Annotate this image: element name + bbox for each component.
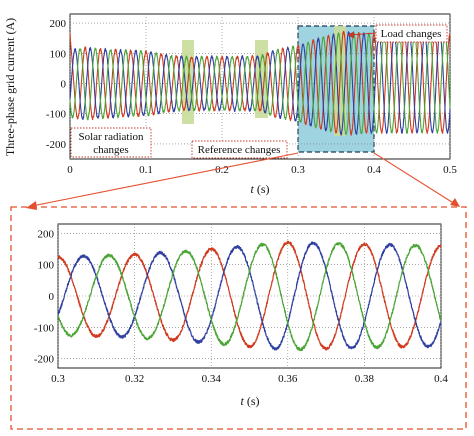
top-x-axis-label: t (s) bbox=[250, 182, 269, 196]
x-tick-label: 0.5 bbox=[443, 164, 457, 176]
zoom-arrow-left bbox=[31, 152, 299, 207]
y-tick-label: -200 bbox=[46, 139, 67, 151]
load-annotation-arrowhead bbox=[347, 31, 354, 39]
y-tick-label: 200 bbox=[38, 228, 55, 240]
zoom-x-axis-label: t (s) bbox=[240, 394, 259, 408]
top-x-unit: (s) bbox=[254, 182, 270, 196]
x-tick-label: 0.3 bbox=[51, 373, 65, 385]
y-tick-label: -200 bbox=[34, 354, 55, 366]
top-series bbox=[69, 30, 451, 136]
zoom-arrows bbox=[26, 152, 460, 210]
zoom-chart: 0.3 0.32 0.34 0.36 0.38 0.4 -200 -100 0 100 200 t … bbox=[34, 223, 449, 408]
y-tick-label: 0 bbox=[61, 78, 67, 90]
series-line-2 bbox=[57, 242, 442, 352]
zoom-grid bbox=[57, 224, 442, 368]
top-chart: 0 0.1 0.2 0.3 0.4 0.5 -200 -100 0 100 200 t (s) Th… bbox=[3, 13, 458, 196]
solar-annotation-line1: Solar radiation bbox=[78, 131, 144, 143]
series-line-2 bbox=[69, 31, 451, 136]
y-tick-label: -100 bbox=[34, 322, 55, 334]
top-ticks: 0 0.1 0.2 0.3 0.4 0.5 -200 -100 0 100 200 bbox=[46, 18, 458, 176]
x-tick-label: 0.2 bbox=[215, 164, 229, 176]
zoom-x-var: t bbox=[240, 394, 244, 408]
x-tick-label: 0.38 bbox=[355, 373, 375, 385]
solar-annotation-line2: changes bbox=[93, 144, 128, 156]
x-tick-label: 0.32 bbox=[125, 373, 144, 385]
x-tick-label: 0.3 bbox=[291, 164, 305, 176]
y-tick-label: -100 bbox=[46, 109, 67, 121]
load-annotation-box bbox=[375, 24, 448, 43]
zoom-ticks: 0.3 0.32 0.34 0.36 0.38 0.4 -200 -100 0 100 200 bbox=[34, 228, 449, 385]
zoom-series bbox=[57, 240, 442, 352]
x-tick-label: 0.4 bbox=[367, 164, 381, 176]
y-tick-label: 0 bbox=[49, 291, 55, 303]
top-y-axis-label: Three-phase grid current (A) bbox=[3, 18, 17, 156]
zoom-arrowhead-left bbox=[26, 201, 37, 210]
x-tick-label: 0.34 bbox=[202, 373, 222, 385]
reference-annotation-box bbox=[191, 140, 288, 159]
reference-annotation-text: Reference changes bbox=[198, 144, 281, 156]
solar-annotation-box bbox=[70, 127, 152, 158]
y-tick-label: 100 bbox=[38, 260, 55, 272]
zoom-frame bbox=[10, 206, 467, 430]
zoom-arrow-right bbox=[373, 152, 456, 205]
load-annotation-text: Load changes bbox=[381, 28, 442, 40]
x-tick-label: 0.1 bbox=[139, 164, 153, 176]
x-tick-label: 0 bbox=[67, 164, 73, 176]
y-tick-label: 200 bbox=[50, 18, 67, 30]
top-x-var: t bbox=[250, 182, 254, 196]
zoom-x-unit: (s) bbox=[244, 394, 260, 408]
x-tick-label: 0.4 bbox=[434, 373, 448, 385]
y-tick-label: 100 bbox=[50, 48, 67, 60]
zoom-arrowhead-right bbox=[450, 198, 460, 207]
x-tick-label: 0.36 bbox=[278, 373, 298, 385]
